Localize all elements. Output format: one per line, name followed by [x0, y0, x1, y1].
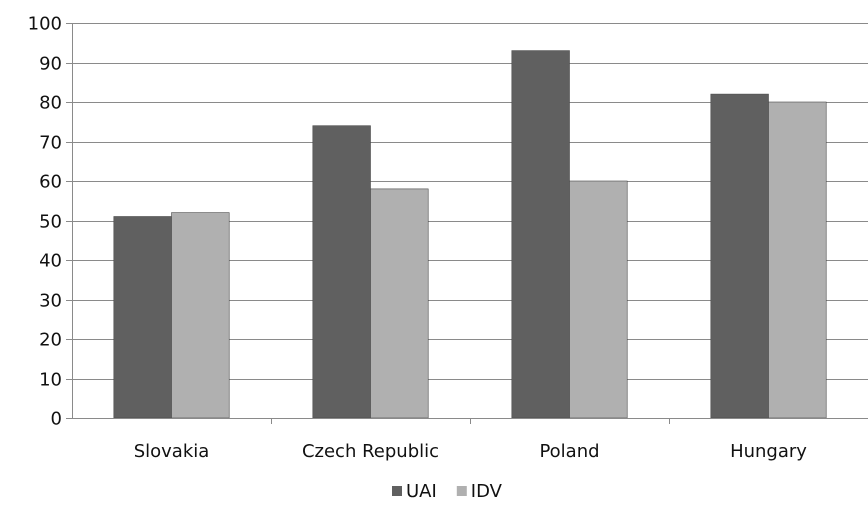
bars: [113, 50, 827, 419]
bar-uai-hungary: [710, 93, 769, 419]
bar-uai-poland: [511, 50, 570, 419]
y-tick-label: 90: [39, 54, 62, 75]
y-axis-tick-labels: 0 10 20 30 40 50 60 70 80 90 100: [28, 14, 72, 430]
x-category-label: Hungary: [730, 441, 807, 462]
y-tick-label: 50: [39, 212, 62, 233]
y-tick-label: 60: [39, 172, 62, 193]
y-tick-label: 40: [39, 251, 62, 272]
x-category-label: Slovakia: [134, 441, 210, 462]
legend: UAI IDV: [392, 481, 503, 502]
bar-idv-czech-republic: [370, 188, 429, 419]
y-tick-label: 100: [28, 14, 62, 35]
y-tick-label: 30: [39, 291, 62, 312]
x-axis: [72, 23, 868, 424]
legend-label: UAI: [406, 481, 437, 502]
bar-idv-poland: [569, 180, 628, 419]
y-tick-label: 10: [39, 370, 62, 391]
bar-uai-slovakia: [113, 216, 172, 419]
y-tick-label: 0: [51, 409, 62, 430]
legend-item-uai: UAI: [392, 481, 437, 502]
x-category-label: Czech Republic: [302, 441, 439, 462]
legend-item-idv: IDV: [456, 481, 503, 502]
legend-swatch: [392, 486, 402, 496]
bar-idv-hungary: [768, 101, 827, 419]
x-category-label: Poland: [539, 441, 599, 462]
legend-swatch: [456, 486, 467, 496]
bar-uai-czech-republic: [312, 125, 371, 419]
y-tick-label: 70: [39, 133, 62, 154]
bar-idv-slovakia: [171, 212, 230, 419]
y-tick-label: 20: [39, 330, 62, 351]
y-tick-label: 80: [39, 93, 62, 114]
x-axis-category-labels: Slovakia Czech Republic Poland Hungary: [134, 441, 808, 462]
legend-label: IDV: [471, 481, 503, 502]
